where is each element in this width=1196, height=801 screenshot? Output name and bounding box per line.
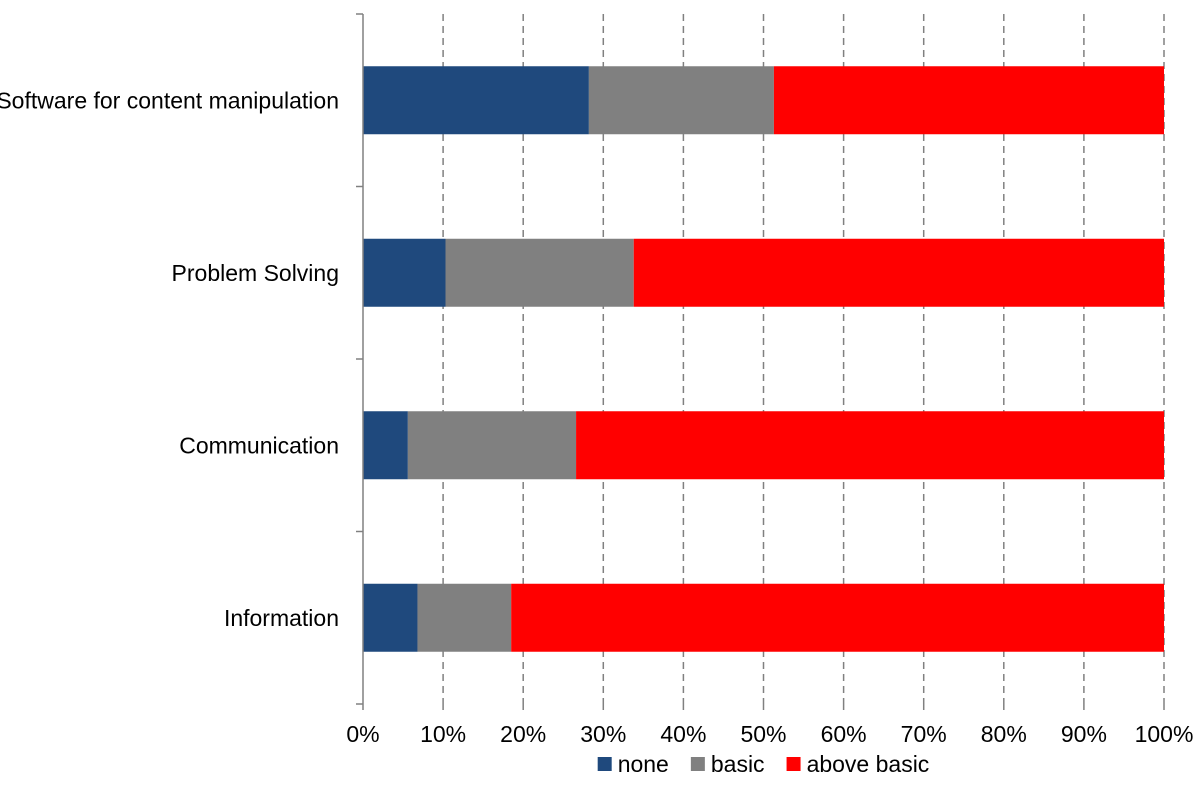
bar-segment-above-basic: [576, 411, 1164, 480]
bar-segment-none: [363, 66, 589, 135]
labels-layer: 0% 10% 20% 30% 40% 50% 60% 70% 80% 90% 100% Softwar…: [0, 87, 1193, 747]
x-tick-label: 50%: [740, 721, 786, 747]
bar-segment-above-basic: [773, 66, 1164, 135]
axes-layer: [356, 13, 1165, 710]
legend-swatch-none: [597, 757, 612, 771]
legend-label-above-basic: above basic: [807, 751, 930, 777]
bar-segment-above-basic: [511, 583, 1164, 652]
x-tick-label: 80%: [981, 721, 1027, 747]
bar-segment-basic: [407, 411, 577, 480]
x-tick-label: 40%: [660, 721, 706, 747]
bar-segment-none: [363, 411, 408, 480]
bar-segment-none: [363, 583, 418, 652]
category-label: Communication: [179, 432, 339, 458]
bar-segment-basic: [417, 583, 512, 652]
legend-label-none: none: [618, 751, 669, 777]
legend: none basic above basic: [597, 751, 930, 777]
category-label: Problem Solving: [172, 260, 339, 286]
bar-segment-basic: [445, 238, 634, 307]
x-tick-label: 20%: [500, 721, 546, 747]
bar-segment-above-basic: [633, 238, 1164, 307]
x-tick-label: 10%: [420, 721, 466, 747]
x-tick-label: 0%: [346, 721, 379, 747]
category-label: Information: [224, 605, 339, 631]
bar-segment-none: [363, 238, 446, 307]
x-tick-label: 70%: [901, 721, 947, 747]
x-tick-label: 90%: [1061, 721, 1107, 747]
x-tick-label: 60%: [821, 721, 867, 747]
bar-segment-basic: [588, 66, 774, 135]
x-tick-label: 30%: [580, 721, 626, 747]
bars-layer: [363, 66, 1164, 652]
legend-swatch-basic: [690, 757, 705, 771]
x-tick-label: 100%: [1135, 721, 1194, 747]
legend-swatch-above-basic: [786, 757, 801, 771]
category-label: Software for content manipulation: [0, 87, 339, 113]
legend-label-basic: basic: [711, 751, 765, 777]
